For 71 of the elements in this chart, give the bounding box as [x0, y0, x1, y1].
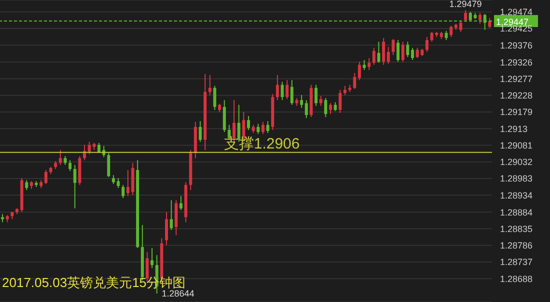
y-tick-label: 1.28688	[500, 274, 533, 284]
candlestick	[208, 74, 212, 96]
candlestick	[179, 196, 182, 211]
candlestick	[122, 184, 125, 199]
candlestick	[392, 38, 395, 56]
candlestick	[300, 94, 304, 108]
candlestick	[170, 200, 173, 231]
candlestick	[174, 200, 178, 236]
candlestick	[116, 178, 120, 188]
y-tick-label: 1.28786	[500, 240, 533, 251]
candlestick	[372, 47, 376, 66]
candlestick	[338, 89, 342, 114]
y-tick-label: 1.29228	[500, 90, 533, 101]
candlestick	[198, 120, 202, 142]
candlestick	[343, 85, 346, 96]
candlestick	[247, 116, 250, 130]
candlestick	[319, 96, 322, 106]
candlestick	[73, 164, 76, 209]
candlestick	[150, 248, 154, 269]
candlestick	[488, 17, 492, 28]
candlestick	[425, 36, 428, 52]
candlestick	[266, 120, 270, 134]
y-tick-label: 1.28737	[500, 257, 533, 268]
ref-line-label: 支撑1.2906	[224, 135, 300, 152]
y-tick-label: 1.28983	[500, 174, 533, 184]
y-tick-label: 1.29474	[500, 7, 533, 18]
annotation: 1.29479	[449, 0, 482, 10]
candlestick	[165, 212, 168, 246]
y-tick-label: 1.28934	[500, 190, 533, 200]
candlestick	[411, 47, 414, 61]
candlestick	[304, 100, 308, 119]
y-tick-label: 1.28835	[500, 224, 533, 234]
y-tick-label: 1.29326	[500, 57, 533, 68]
candlestick	[386, 46, 390, 64]
candlestick	[450, 25, 453, 38]
y-tick-label: 1.29376	[500, 40, 533, 50]
candlestick	[406, 41, 410, 58]
candlestick	[464, 10, 468, 22]
candlestick	[276, 74, 279, 101]
candlestick	[290, 80, 294, 106]
candlestick	[286, 80, 289, 100]
y-tick-label: 1.2913	[500, 124, 528, 134]
candlestick	[280, 81, 284, 101]
y-tick-label: 1.29179	[500, 107, 533, 118]
candlestick	[377, 41, 380, 64]
annotation: 1.28644	[162, 288, 194, 299]
candlestick	[396, 40, 400, 62]
candlestick	[444, 30, 448, 41]
candlestick	[261, 121, 264, 135]
candlestick	[329, 102, 332, 115]
candlestick	[44, 170, 48, 184]
candlestick	[382, 38, 386, 66]
candlestick	[256, 123, 260, 135]
y-tick-label: 1.29032	[500, 157, 533, 168]
y-tick-label: 1.28884	[500, 207, 533, 218]
candlestick	[25, 180, 28, 191]
y-tick-label: 1.29081	[500, 140, 533, 150]
candlestick	[68, 160, 72, 172]
candlestick	[353, 72, 356, 90]
candlestick	[314, 84, 318, 106]
candlestick	[478, 12, 482, 24]
candlestick	[222, 100, 226, 132]
candlestick	[213, 85, 216, 110]
candlestick	[107, 152, 110, 178]
candlestick	[401, 41, 404, 62]
candlestick	[362, 60, 366, 70]
candlestick	[358, 61, 361, 81]
candlestick	[368, 58, 371, 70]
y-tick-label: 1.29277	[500, 74, 533, 84]
candlestick	[324, 98, 328, 118]
candlestick	[58, 149, 62, 166]
